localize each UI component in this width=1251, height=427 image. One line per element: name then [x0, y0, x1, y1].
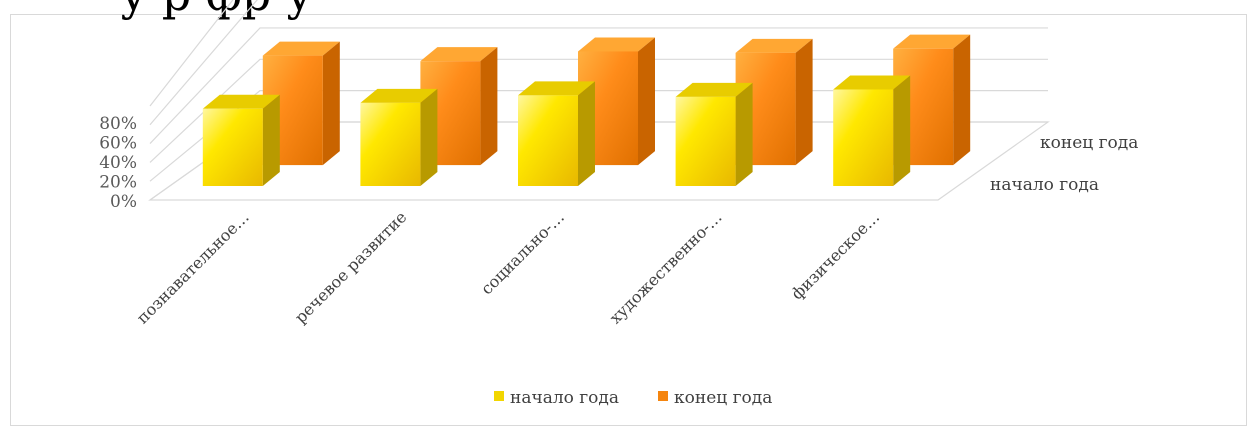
bar-side [322, 41, 340, 166]
series-axis: конец года начало года [990, 133, 1138, 195]
category-label: речевое развитие [291, 207, 411, 327]
bar-начало года [675, 82, 753, 186]
series-axis-label: конец года [1040, 133, 1138, 153]
category-axis: познавательное… речевое развитие социально… [133, 207, 883, 327]
gridline [149, 0, 234, 107]
bar-top [675, 82, 753, 97]
y-tick-label: 40% [99, 153, 137, 173]
legend-swatch [658, 391, 668, 401]
bar-top [735, 38, 813, 53]
bar-начало года [518, 81, 595, 186]
bar-front [360, 102, 421, 186]
legend-label: конец года [674, 388, 772, 408]
bar-side [735, 82, 753, 186]
category-label: физическое… [787, 207, 883, 303]
category-label: художественно-… [606, 207, 726, 327]
bar-top [578, 37, 655, 52]
bar-начало года [202, 94, 280, 186]
bar-top [262, 41, 340, 56]
bar-side [420, 88, 438, 186]
y-tick-label: 60% [99, 134, 137, 154]
bar-front [202, 108, 263, 186]
y-axis: 0%20%40%60%80% [99, 114, 137, 212]
category-label: познавательное… [133, 207, 253, 327]
y-tick-label: 20% [99, 173, 137, 193]
bar-top [420, 47, 498, 62]
series-front-bars [202, 75, 911, 186]
gridline [149, 0, 258, 126]
bar-top [833, 75, 911, 90]
bar-side [578, 81, 595, 186]
legend-swatch [494, 391, 504, 401]
bar-front [833, 89, 894, 186]
y-tick-label: 80% [99, 114, 137, 134]
bar-side [480, 47, 498, 166]
series-axis-label: начало года [990, 175, 1099, 195]
bar-side [638, 37, 655, 166]
bar-side [795, 38, 813, 166]
page-heading-fragment: у р фр у [120, 0, 313, 21]
bar-top [360, 88, 438, 103]
bar-top [202, 94, 280, 109]
gridline [149, 27, 1048, 144]
bar-front [675, 96, 736, 186]
y-tick-label: 0% [110, 192, 137, 212]
bar-начало года [360, 88, 438, 186]
category-label: социально-… [477, 207, 568, 298]
bar-front [518, 95, 578, 186]
legend: начало года конец года [494, 388, 772, 408]
bar-top [518, 81, 595, 96]
bar-side [893, 75, 911, 186]
legend-label: начало года [510, 388, 619, 408]
bar-side [953, 34, 971, 166]
bar-начало года [833, 75, 911, 186]
bar-top [893, 34, 971, 49]
bar-side [262, 94, 280, 186]
